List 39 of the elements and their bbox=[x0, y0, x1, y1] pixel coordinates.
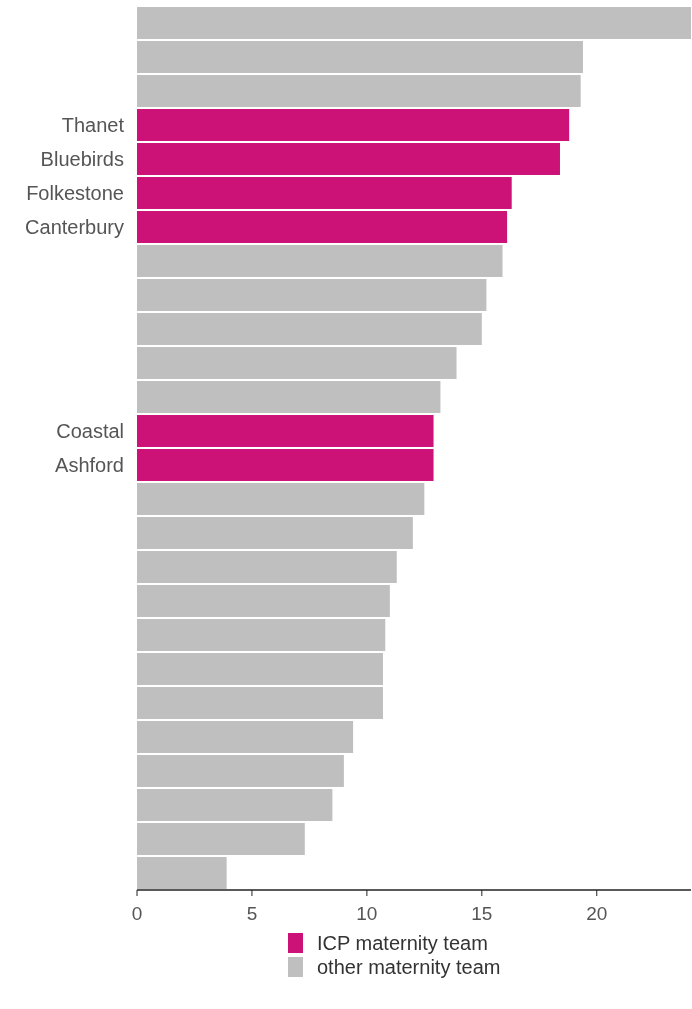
bar bbox=[137, 823, 305, 855]
bar bbox=[137, 415, 434, 447]
legend-label: ICP maternity team bbox=[317, 932, 488, 954]
bar bbox=[137, 721, 354, 753]
y-tick-label: Ashford bbox=[55, 454, 124, 476]
bar bbox=[137, 449, 434, 481]
bar bbox=[137, 143, 560, 175]
x-tick-label: 20 bbox=[586, 903, 608, 924]
x-tick-label: 10 bbox=[356, 903, 378, 924]
bar bbox=[137, 483, 425, 515]
bar bbox=[137, 313, 482, 345]
bar bbox=[137, 381, 441, 413]
bar bbox=[137, 211, 508, 243]
bar bbox=[137, 347, 457, 379]
x-tick-label: 15 bbox=[471, 903, 493, 924]
legend-label: other maternity team bbox=[317, 956, 501, 978]
x-tick-label: 5 bbox=[246, 903, 258, 924]
bar bbox=[137, 755, 344, 787]
bar bbox=[137, 517, 413, 549]
bar bbox=[137, 653, 383, 685]
bar bbox=[137, 75, 581, 107]
y-tick-label: Folkestone bbox=[26, 182, 124, 204]
bar bbox=[137, 245, 503, 277]
bar bbox=[137, 857, 227, 889]
bar bbox=[137, 279, 487, 311]
x-tick-label: 0 bbox=[131, 903, 143, 924]
bar bbox=[137, 109, 570, 141]
bar bbox=[137, 687, 383, 719]
y-tick-label: Thanet bbox=[61, 114, 125, 136]
bar bbox=[137, 177, 512, 209]
bar bbox=[137, 41, 583, 73]
y-tick-label: Canterbury bbox=[25, 216, 124, 238]
bar bbox=[137, 551, 397, 583]
bar bbox=[137, 789, 333, 821]
y-tick-label: Coastal bbox=[56, 420, 124, 442]
bar bbox=[137, 619, 386, 651]
bar bbox=[137, 7, 691, 39]
y-tick-label: Bluebirds bbox=[40, 148, 124, 170]
bar bbox=[137, 585, 390, 617]
